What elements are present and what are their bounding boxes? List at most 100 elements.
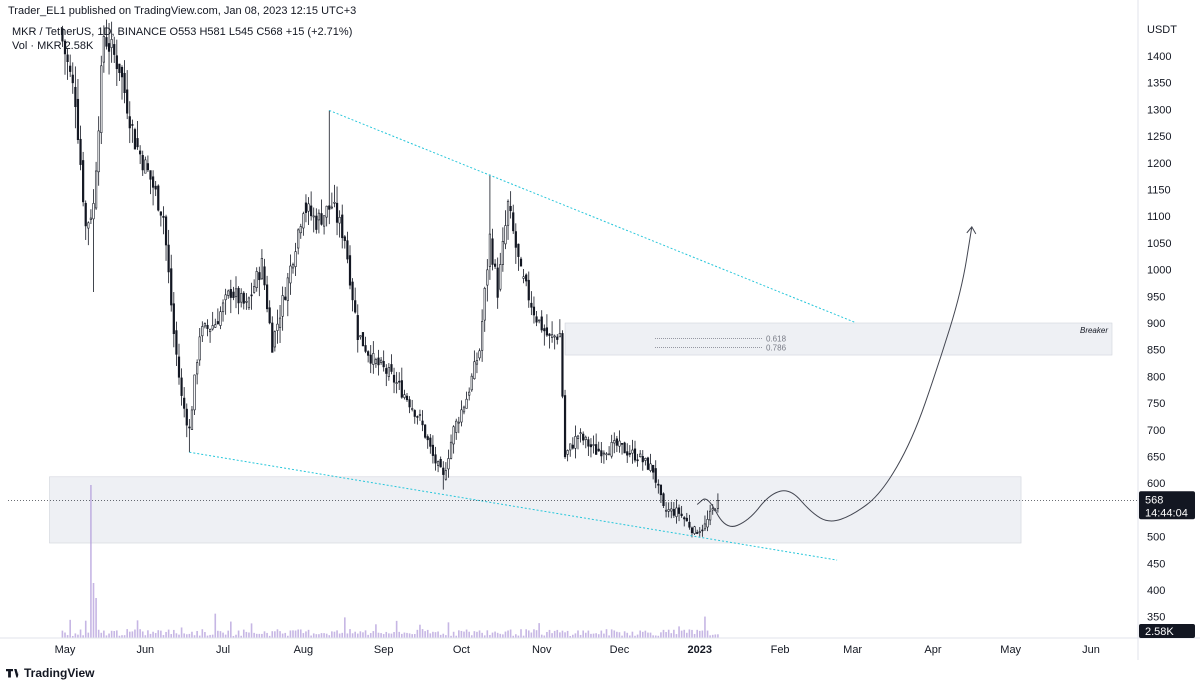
volume-bar xyxy=(149,633,152,638)
volume-bar xyxy=(442,633,445,638)
volume-bar xyxy=(69,619,71,638)
volume-bar xyxy=(616,631,618,638)
volume-bar xyxy=(452,631,455,638)
candle-body xyxy=(481,321,484,351)
candle-body xyxy=(141,155,144,171)
volume-bar xyxy=(717,634,719,638)
volume-bar xyxy=(258,633,261,638)
volume-bar xyxy=(180,627,183,638)
volume-bar xyxy=(559,632,561,638)
volume-bar xyxy=(261,633,263,638)
volume-bar xyxy=(502,634,504,638)
candle-body xyxy=(247,297,251,309)
volume-bar xyxy=(245,631,248,638)
candle-body xyxy=(499,264,502,290)
candle-body xyxy=(151,176,155,188)
volume-bar xyxy=(217,630,219,638)
price-tick-label: 1400 xyxy=(1147,51,1171,63)
volume-bar xyxy=(92,583,95,638)
volume-bar xyxy=(701,630,704,638)
volume-bar xyxy=(346,633,349,638)
volume-bar xyxy=(364,630,367,638)
volume-bar xyxy=(71,635,74,638)
volume-bar xyxy=(82,635,84,638)
volume-bar xyxy=(621,635,623,638)
volume-bar xyxy=(97,629,100,638)
candle-body xyxy=(66,54,69,62)
volume-bar xyxy=(131,631,134,638)
volume-bar xyxy=(691,629,693,638)
candle-body xyxy=(522,276,525,279)
volume-bar xyxy=(406,632,408,638)
candle-body xyxy=(677,507,681,514)
candle-body xyxy=(71,74,74,84)
volume-bar xyxy=(185,634,188,638)
volume-bar xyxy=(584,632,587,638)
candle-body xyxy=(535,316,538,323)
volume-bar xyxy=(468,631,470,638)
volume-bar xyxy=(551,633,553,638)
volume-bar xyxy=(310,635,312,638)
time-tick-label: Jun xyxy=(136,644,154,656)
candle-body xyxy=(193,374,196,411)
candle-body xyxy=(110,39,113,48)
candle-body xyxy=(359,335,362,338)
volume-bar xyxy=(167,629,170,638)
candle-body xyxy=(475,360,479,365)
volume-bar xyxy=(647,632,649,638)
candle-body xyxy=(571,444,574,449)
time-tick-label: Mar xyxy=(843,644,862,656)
volume-bar xyxy=(587,630,590,638)
candle-body xyxy=(424,424,427,438)
volume-bar xyxy=(123,635,126,638)
volume-bar xyxy=(74,633,77,638)
volume-bar xyxy=(496,632,499,638)
candle-body xyxy=(509,206,512,212)
candle-body xyxy=(592,444,595,446)
candle-body xyxy=(527,279,530,301)
volume-bar xyxy=(533,629,535,638)
volume-bar xyxy=(678,626,680,638)
volume-bar xyxy=(535,630,538,638)
candle-body xyxy=(703,523,707,530)
volume-bar xyxy=(222,632,224,638)
tradingview-logo[interactable]: TradingView xyxy=(6,666,94,680)
candle-body xyxy=(693,526,696,534)
volume-bar xyxy=(597,634,600,638)
volume-bar xyxy=(636,634,639,638)
volume-bar xyxy=(693,633,696,638)
candle-body xyxy=(587,439,590,447)
candle-body xyxy=(322,215,326,227)
candle-body xyxy=(237,287,240,304)
symbol-ohlc-line[interactable]: MKR / TetherUS, 1D, BINANCE O553 H581 L5… xyxy=(12,26,353,38)
candle-body xyxy=(641,456,644,463)
volume-bar xyxy=(641,631,644,638)
candle-body xyxy=(455,420,458,433)
volume-bar xyxy=(292,630,294,638)
candle-body xyxy=(486,269,489,286)
candle-body xyxy=(157,185,160,211)
candle-body xyxy=(330,206,333,209)
volume-bar xyxy=(377,632,380,638)
candle-body xyxy=(253,286,256,293)
candle-body xyxy=(701,529,704,532)
volume-bar xyxy=(556,629,559,638)
volume-bar xyxy=(118,635,121,638)
candle-body xyxy=(411,408,414,410)
volume-bar xyxy=(504,631,507,638)
candle-body xyxy=(382,361,385,368)
volume-bar xyxy=(325,633,328,638)
candle-body xyxy=(297,229,300,249)
candle-body xyxy=(478,350,481,359)
candle-body xyxy=(208,329,212,333)
candle-body xyxy=(602,452,606,455)
axis-layer: 3504004505005506006507007508008509009501… xyxy=(0,0,1200,660)
volume-bar xyxy=(152,631,154,638)
volume-bar xyxy=(333,631,336,638)
volume-indicator-line[interactable]: Vol · MKR 2.58K xyxy=(12,40,94,52)
candle-body xyxy=(470,375,473,391)
candle-body xyxy=(374,359,378,364)
time-tick-label: 2023 xyxy=(688,644,712,656)
volume-bar xyxy=(328,635,331,638)
